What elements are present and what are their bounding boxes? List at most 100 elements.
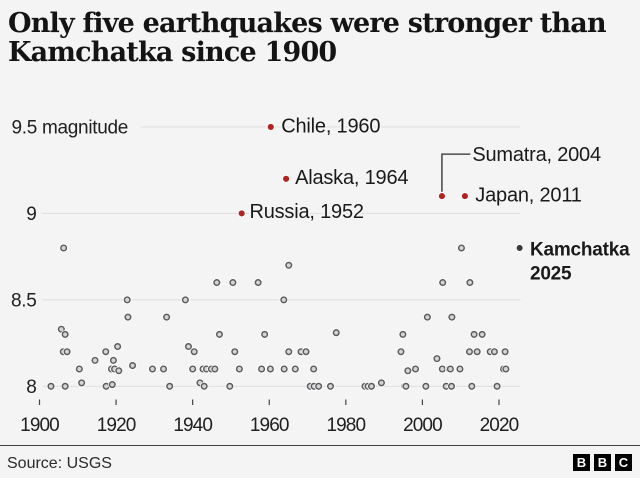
highlight-point-1[interactable]: [283, 175, 290, 182]
earthquake-point[interactable]: [47, 382, 55, 390]
earthquake-point[interactable]: [404, 367, 412, 375]
earthquake-point[interactable]: [501, 348, 509, 356]
x-axis-label-2020: 2020: [480, 415, 519, 436]
earthquake-point[interactable]: [60, 244, 68, 252]
earthquake-point[interactable]: [109, 356, 117, 364]
earthquake-point[interactable]: [447, 382, 456, 390]
earthquake-point[interactable]: [280, 365, 288, 373]
earthquake-point[interactable]: [423, 313, 431, 321]
earthquake-point[interactable]: [200, 382, 208, 390]
highlight-point-5[interactable]: [516, 244, 523, 252]
earthquake-point[interactable]: [235, 365, 243, 373]
highlight-point-3[interactable]: [438, 193, 445, 200]
earthquake-point[interactable]: [123, 296, 131, 304]
earthquake-point[interactable]: [63, 348, 71, 356]
earthquake-point[interactable]: [493, 382, 501, 390]
earthquake-point[interactable]: [397, 348, 405, 356]
bbc-logo-letter-b2: B: [594, 454, 611, 471]
annotation-label-1: Alaska, 1964: [295, 167, 408, 189]
earthquake-point[interactable]: [57, 325, 65, 333]
earthquake-point[interactable]: [478, 330, 486, 338]
earthquake-point[interactable]: [215, 330, 223, 338]
earthquake-point[interactable]: [181, 296, 189, 304]
highlight-point-4[interactable]: [461, 193, 468, 200]
x-axis-label-2000: 2000: [403, 415, 442, 436]
y-axis-label-9: 9: [26, 204, 36, 225]
y-axis-label-8.5: 8.5: [11, 290, 37, 311]
earthquake-point[interactable]: [114, 343, 122, 351]
earthquake-point[interactable]: [148, 365, 156, 373]
earthquake-point[interactable]: [229, 279, 237, 287]
earthquake-point[interactable]: [75, 365, 83, 373]
x-axis-label-1940: 1940: [173, 415, 212, 436]
earthquake-point[interactable]: [190, 348, 198, 356]
earthquake-point[interactable]: [302, 348, 310, 356]
earthquake-point[interactable]: [377, 379, 385, 387]
earthquake-point[interactable]: [456, 365, 464, 373]
earthquake-point[interactable]: [163, 313, 171, 321]
earthquake-point[interactable]: [108, 381, 116, 389]
earthquake-point[interactable]: [433, 355, 441, 363]
earthquake-point[interactable]: [285, 261, 293, 269]
leader-line: [441, 153, 471, 192]
earthquake-point[interactable]: [291, 365, 299, 373]
bbc-logo-letter-c: C: [615, 454, 632, 471]
earthquake-point[interactable]: [124, 313, 132, 321]
x-axis-label-1960: 1960: [250, 415, 289, 436]
earthquake-point[interactable]: [470, 330, 478, 338]
earthquake-point[interactable]: [189, 365, 197, 373]
earthquake-point[interactable]: [326, 382, 335, 390]
earthquake-point[interactable]: [466, 279, 474, 287]
highlight-point-0[interactable]: [267, 123, 274, 130]
earthquake-point[interactable]: [61, 382, 69, 390]
earthquake-point[interactable]: [285, 348, 293, 356]
earthquake-point[interactable]: [280, 296, 288, 304]
earthquake-point[interactable]: [184, 343, 192, 351]
earthquake-point[interactable]: [332, 329, 340, 337]
earthquake-point[interactable]: [399, 330, 407, 338]
earthquake-point[interactable]: [402, 382, 410, 390]
annotation-label-3: Sumatra, 2004: [472, 144, 601, 166]
earthquake-point[interactable]: [231, 348, 239, 356]
earthquake-point[interactable]: [160, 365, 168, 373]
earthquake-point[interactable]: [367, 382, 375, 390]
earthquake-point[interactable]: [61, 330, 69, 338]
earthquake-point[interactable]: [266, 365, 274, 373]
earthquake-point[interactable]: [465, 348, 474, 356]
x-axis-label-1900: 1900: [20, 415, 59, 436]
annotation-label-line1: Kamchatka: [530, 239, 630, 260]
earthquake-point[interactable]: [502, 365, 510, 373]
earthquake-point[interactable]: [254, 279, 262, 287]
earthquake-point[interactable]: [91, 356, 99, 364]
earthquake-point[interactable]: [261, 330, 269, 338]
annotation-label-0: Chile, 1960: [281, 115, 380, 137]
earthquake-point[interactable]: [438, 365, 446, 373]
earthquake-point[interactable]: [78, 379, 86, 387]
earthquake-point[interactable]: [166, 382, 174, 390]
earthquake-point[interactable]: [115, 367, 123, 375]
earthquake-point[interactable]: [310, 365, 318, 373]
chart-title: Only five earthquakes were stronger than…: [8, 8, 607, 68]
earthquake-point[interactable]: [211, 365, 219, 373]
earthquake-point[interactable]: [422, 382, 430, 390]
earthquake-point[interactable]: [468, 382, 476, 390]
earthquake-point[interactable]: [457, 244, 465, 252]
earthquake-point[interactable]: [226, 382, 234, 390]
x-axis-label-1980: 1980: [326, 415, 365, 436]
earthquake-point[interactable]: [102, 348, 110, 356]
earthquake-point[interactable]: [258, 365, 266, 373]
earthquake-point[interactable]: [490, 348, 498, 356]
earthquake-point[interactable]: [411, 365, 420, 373]
earthquake-point[interactable]: [213, 279, 221, 287]
highlight-point-2[interactable]: [238, 210, 245, 217]
annotation-label-line2: 2025: [530, 263, 572, 284]
earthquake-point[interactable]: [315, 382, 323, 390]
earthquake-point[interactable]: [129, 362, 137, 370]
y-axis-label-9.5: 9.5 magnitude: [12, 118, 129, 139]
earthquake-point[interactable]: [473, 348, 481, 356]
earthquake-point[interactable]: [446, 365, 454, 373]
earthquake-point[interactable]: [448, 313, 456, 321]
earthquake-point[interactable]: [439, 279, 447, 287]
